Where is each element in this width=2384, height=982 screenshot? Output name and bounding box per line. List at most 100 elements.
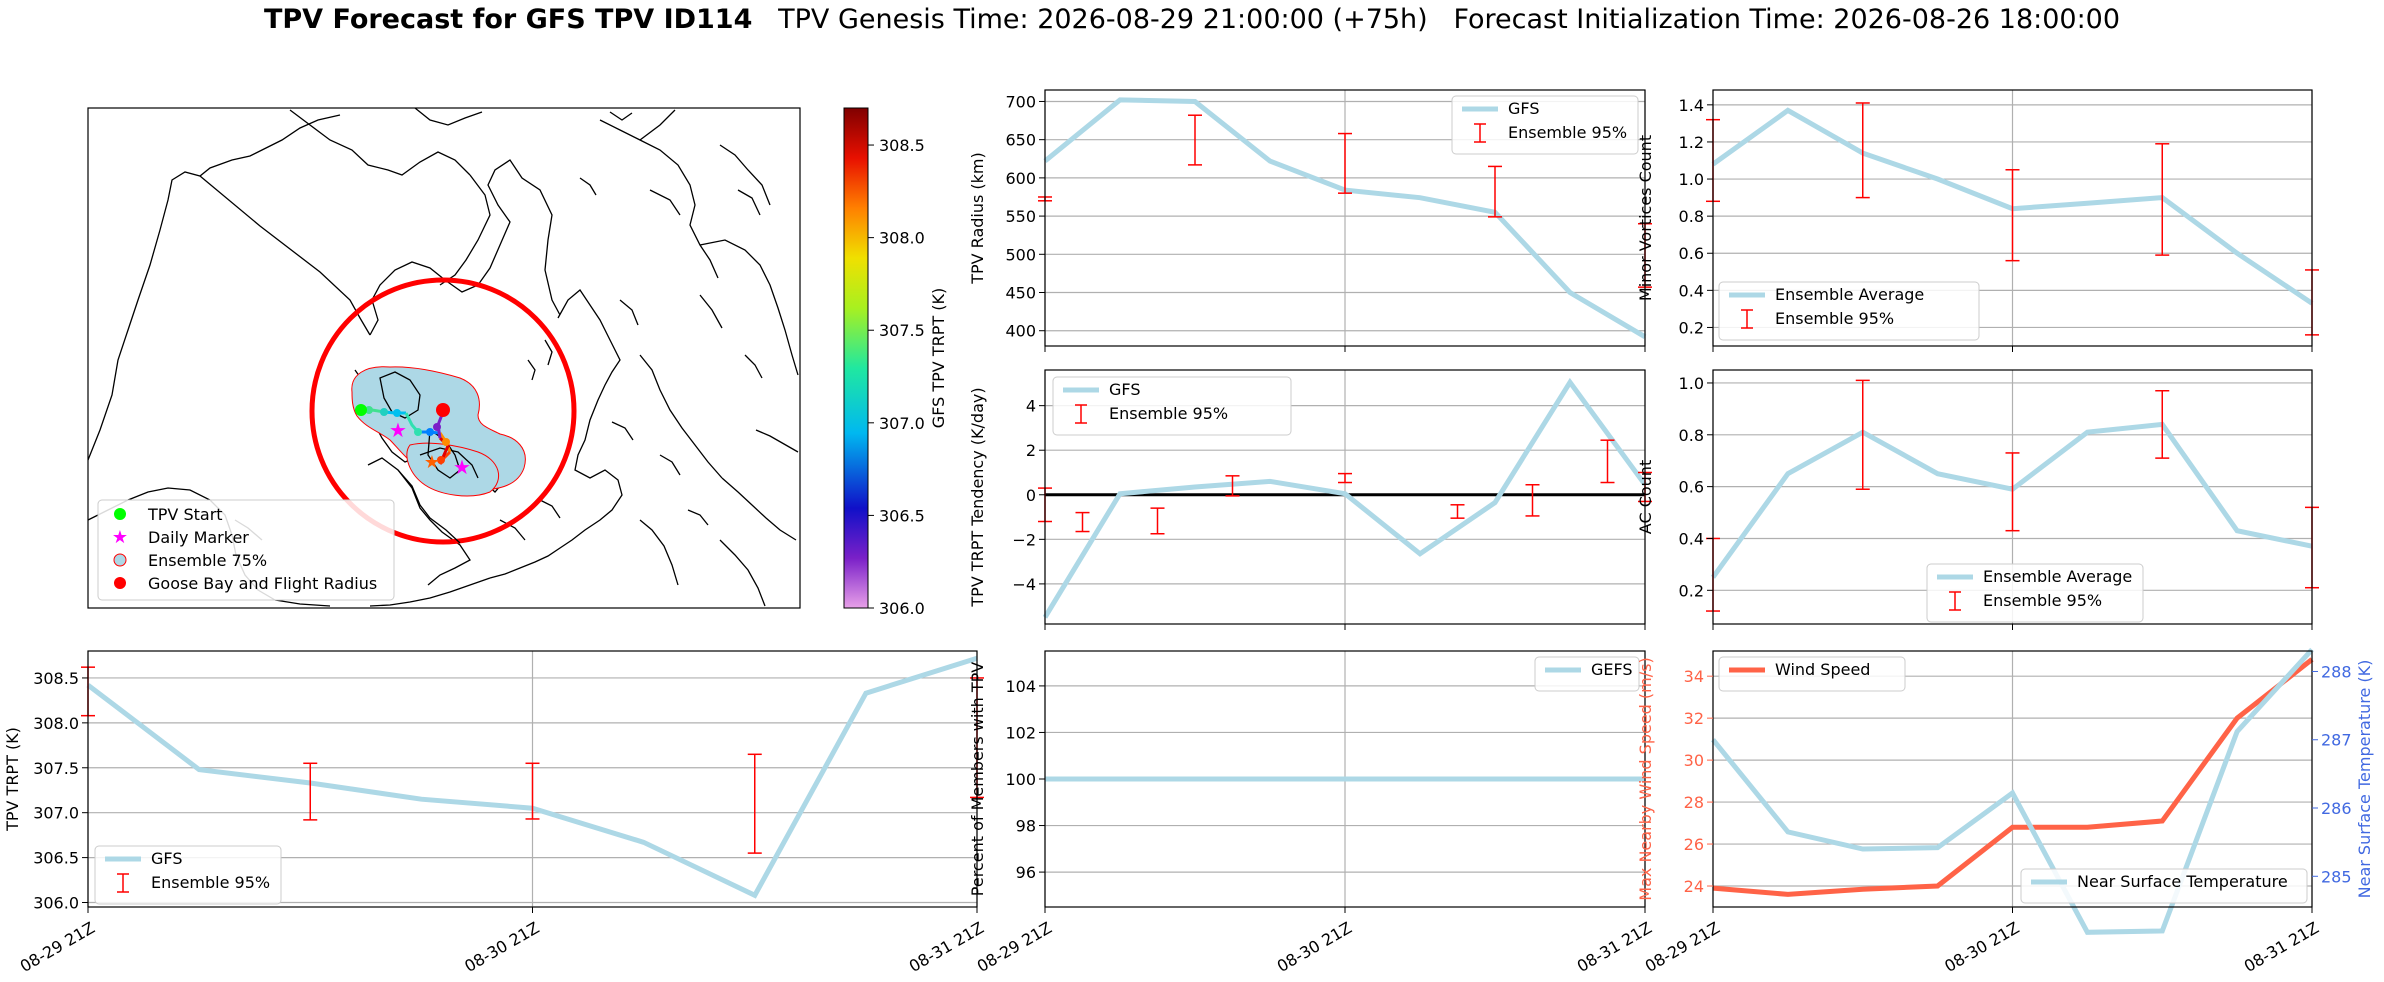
colorbar-gradient bbox=[843, 107, 869, 609]
y-tick-label: 1.0 bbox=[1679, 374, 1704, 393]
y-tick-label: 102 bbox=[1005, 723, 1036, 742]
y-right-axis-label: Near Surface Temperature (K) bbox=[2355, 660, 2374, 899]
chart-legend: Near Surface Temperature bbox=[2020, 868, 2308, 904]
y-tick-label: 0.8 bbox=[1679, 207, 1704, 226]
x-tick-label: 08-31 21Z bbox=[2241, 918, 2322, 976]
legend-label: Wind Speed bbox=[1775, 660, 1870, 679]
legend-tpv-start-icon bbox=[114, 508, 126, 520]
chart-legend: GEFS bbox=[1534, 656, 1640, 692]
y-right-tick-label: 286 bbox=[2321, 799, 2352, 818]
legend-label: GFS bbox=[151, 849, 182, 868]
figure-title-bold: TPV Forecast for GFS TPV ID114 bbox=[263, 4, 753, 35]
y-tick-label: 0.6 bbox=[1679, 244, 1704, 263]
legend-label: GFS bbox=[1109, 380, 1140, 399]
tpv-start-marker bbox=[355, 404, 367, 416]
colorbar-ticks: 306.0 306.5 307.0 307.5 308.0 308.5 bbox=[868, 136, 925, 618]
y-tick-label: 307.5 bbox=[33, 759, 79, 778]
daily-marker-star: ★ bbox=[389, 418, 407, 442]
y-tick-label: 400 bbox=[1005, 322, 1036, 341]
legend-label: GFS bbox=[1508, 99, 1539, 118]
minor-vortices-chart: 0.2 0.4 0.6 0.8 1.0 1.2 1.4 Minor Vortices Coun… bbox=[1636, 89, 2319, 352]
figure-title: TPV Forecast for GFS TPV ID114 TPV Genes… bbox=[0, 4, 2384, 35]
legend-label: Ensemble Average bbox=[1775, 285, 1924, 304]
y-right-tick-label: 285 bbox=[2321, 867, 2352, 886]
legend-box bbox=[1926, 563, 2144, 623]
series-line-0 bbox=[1042, 377, 1648, 619]
trpt-chart: 306.0 306.5 307.0 307.5 308.0 308.5 08-29 21Z 0… bbox=[3, 650, 987, 976]
y-tick-label: 500 bbox=[1005, 245, 1036, 264]
y-tick-label: 0.4 bbox=[1679, 529, 1704, 548]
y-tick-label: 0.2 bbox=[1679, 318, 1704, 337]
x-tick-label: 08-30 21Z bbox=[1274, 918, 1355, 976]
figure-title-init: Forecast Initialization Time: 2026-08-26… bbox=[1453, 4, 2121, 35]
y-right-tick-label: 288 bbox=[2321, 662, 2352, 681]
y-tick-label: 28 bbox=[1684, 793, 1704, 812]
legend-box bbox=[94, 845, 282, 905]
legend-label: Ensemble 95% bbox=[1109, 404, 1228, 423]
y-tick-label: −2 bbox=[1012, 530, 1036, 549]
y-axis-label: Percent of Members with TPV bbox=[968, 662, 987, 896]
map-frame bbox=[87, 107, 801, 609]
goose-bay-marker bbox=[436, 403, 450, 417]
legend-daily-marker-icon: ★ bbox=[112, 527, 128, 548]
daily-marker-star: ★ bbox=[424, 452, 440, 473]
legend-label: Ensemble Average bbox=[1983, 567, 2132, 586]
legend-goose-bay-label: Goose Bay and Flight Radius bbox=[148, 574, 377, 593]
colorbar-tick-label: 308.0 bbox=[879, 229, 925, 248]
chart-legend: GFS Ensemble 95% bbox=[1052, 376, 1292, 436]
y-tick-label: 32 bbox=[1684, 709, 1704, 728]
y-tick-label: 600 bbox=[1005, 169, 1036, 188]
legend-box bbox=[1451, 95, 1639, 155]
y-tick-label: 24 bbox=[1684, 877, 1704, 896]
y-tick-label: 650 bbox=[1005, 131, 1036, 150]
y-tick-label: 1.4 bbox=[1679, 96, 1704, 115]
members-chart: 96 98 100 102 104 08-29 21Z 08-30 21Z 08-31 21Z… bbox=[968, 650, 1655, 976]
y-tick-label: 0.4 bbox=[1679, 281, 1704, 300]
y-right-tick-label: 287 bbox=[2321, 731, 2352, 750]
y-axis-label: TPV TRPT (K) bbox=[3, 727, 22, 832]
y-tick-label: 4 bbox=[1026, 397, 1036, 416]
y-tick-label: 1.2 bbox=[1679, 133, 1704, 152]
legend-box bbox=[1718, 281, 1980, 341]
y-axis-label: Max Nearby Wind Speed (m/s) bbox=[1636, 657, 1655, 900]
y-tick-label: 306.0 bbox=[33, 894, 79, 913]
y-tick-label: 2 bbox=[1026, 441, 1036, 460]
chart-legend: GFS Ensemble 95% bbox=[1451, 95, 1639, 155]
figure-title-genesis: TPV Genesis Time: 2026-08-29 21:00:00 (+… bbox=[778, 4, 1428, 35]
y-tick-label: −4 bbox=[1012, 575, 1036, 594]
colorbar: 306.0 306.5 307.0 307.5 308.0 308.5 GFS TPV T… bbox=[843, 107, 948, 618]
x-tick-label: 08-29 21Z bbox=[17, 918, 98, 976]
legend-label: Ensemble 95% bbox=[1983, 591, 2102, 610]
legend-goose-bay-icon bbox=[114, 577, 126, 589]
legend-label: Ensemble 95% bbox=[1508, 123, 1627, 142]
y-tick-label: 0 bbox=[1026, 486, 1036, 505]
y-axis-label: Minor Vortices Count bbox=[1636, 135, 1655, 301]
y-tick-label: 100 bbox=[1005, 770, 1036, 789]
y-tick-label: 308.0 bbox=[33, 714, 79, 733]
y-axis-label: TPV Radius (km) bbox=[968, 152, 987, 285]
y-axis-label: TPV TRPT Tendency (K/day) bbox=[968, 387, 987, 607]
colorbar-label: GFS TPV TRPT (K) bbox=[929, 288, 948, 428]
legend-daily-marker-label: Daily Marker bbox=[148, 528, 249, 547]
chart-legend: GFS Ensemble 95% bbox=[94, 845, 282, 905]
map-legend: TPV Start ★ Daily Marker Ensemble 75% Go… bbox=[97, 499, 395, 601]
y-tick-label: 30 bbox=[1684, 751, 1704, 770]
y-tick-label: 700 bbox=[1005, 92, 1036, 111]
series-line-0 bbox=[1712, 657, 2314, 897]
chart-legend: Ensemble Average Ensemble 95% bbox=[1718, 281, 1980, 341]
legend-box bbox=[2020, 868, 2308, 904]
colorbar-tick-label: 306.0 bbox=[879, 599, 925, 618]
chart-legend: Wind Speed bbox=[1718, 656, 1906, 692]
colorbar-tick-label: 306.5 bbox=[879, 506, 925, 525]
y-tick-label: 1.0 bbox=[1679, 170, 1704, 189]
y-tick-label: 450 bbox=[1005, 284, 1036, 303]
y-tick-label: 0.2 bbox=[1679, 581, 1704, 600]
track-points bbox=[365, 406, 450, 464]
y-tick-label: 26 bbox=[1684, 835, 1704, 854]
chart-legend: Ensemble Average Ensemble 95% bbox=[1926, 563, 2144, 623]
colorbar-tick-label: 307.0 bbox=[879, 414, 925, 433]
x-tick-label: 08-29 21Z bbox=[1642, 918, 1723, 976]
legend-label: GEFS bbox=[1591, 660, 1633, 679]
x-tick-label: 08-30 21Z bbox=[1941, 918, 2022, 976]
